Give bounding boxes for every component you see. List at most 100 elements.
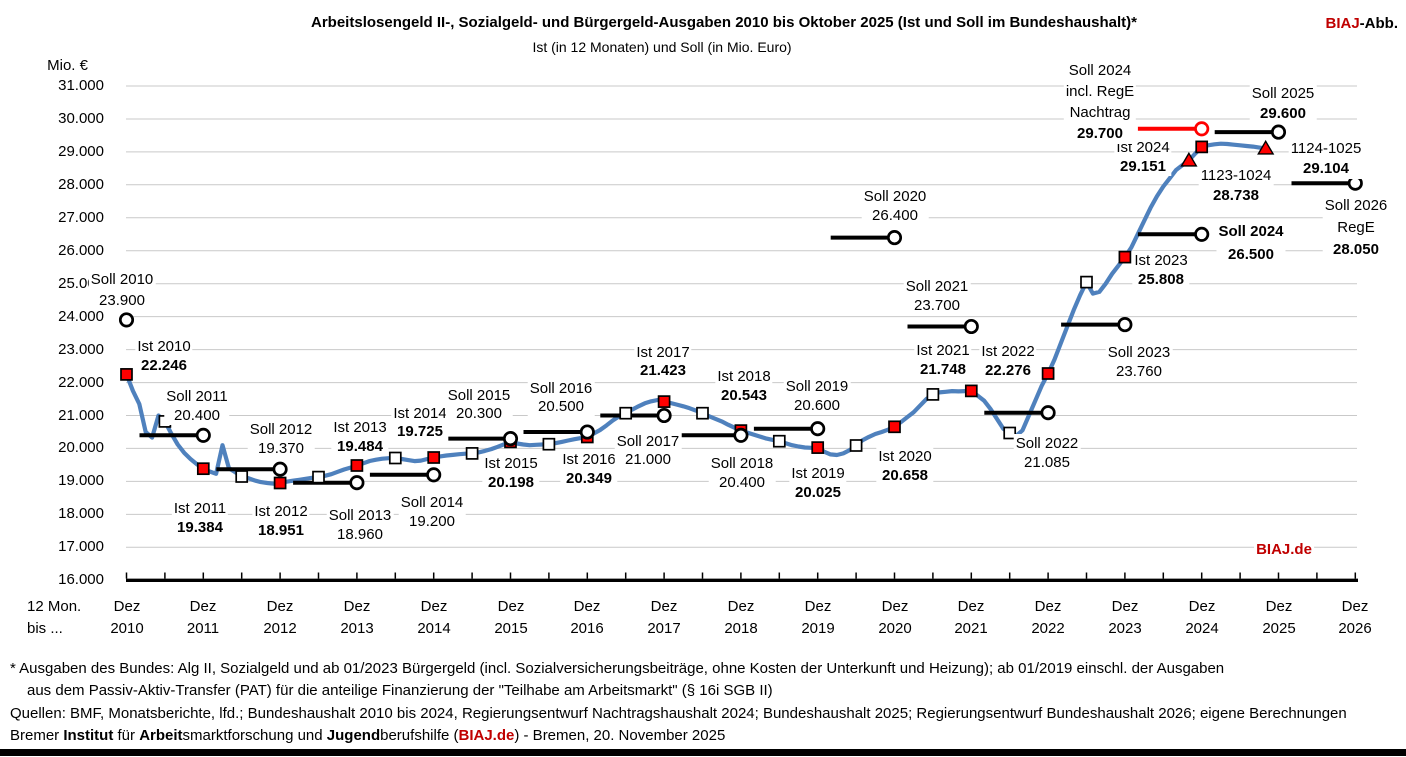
x-tick-label-2012: Dez 2012 [263,598,297,637]
chart-subtitle: Ist (in 12 Monaten) und Soll (in Mio. Eu… [532,39,792,55]
annotation-soll-2022: Soll 2022 21.085 [1013,434,1081,472]
annotation-soll-2020: Soll 2020 26.400 [861,187,929,225]
annotation-watermark-biaj: BIAJ.de [1254,540,1314,559]
annotation-ist-2019: Ist 2019 20.025 [789,464,847,502]
annotation-soll-2023: Soll 2023 23.760 [1105,343,1173,381]
annotation-ist-2013: Ist 2013 19.484 [331,418,389,456]
soll-marker-2017 [656,407,672,424]
ist-jun-marker-2018 [696,406,709,420]
annotation-period-1123-1024: 1123-1024 28.738 [1198,166,1274,206]
y-tick-label-21000: 21.000 [58,407,104,424]
brand-label: BIAJ-Abb. [1325,15,1398,32]
footnote-line4: Bremer Institut für Arbeitsmarktforschun… [10,727,726,745]
soll-marker-2023 [1117,317,1133,333]
footnote-line2: aus dem Passiv-Aktiv-Transfer (PAT) für … [27,682,773,700]
ist-jun-marker-2013 [312,470,325,484]
ist-jun-marker-2021 [926,388,940,401]
annotation-soll-2024: Soll 2024 26.500 [1216,220,1286,266]
ist-jun-marker-2019 [772,434,786,448]
ist-dez-marker-2014 [427,451,441,464]
x-tick-label-2022: Dez 2022 [1031,598,1065,637]
chart-plot-area [118,85,1363,582]
x-tick-label-2013: Dez 2013 [340,598,374,637]
annotation-soll-2016: Soll 2016 20.500 [527,380,595,416]
x-tick-label-2010: Dez 2010 [110,598,144,637]
y-tick-label-19000: 19.000 [58,472,104,489]
soll-marker-2014 [426,467,442,483]
ist-jun-marker-2014 [388,451,402,465]
x-tick-label-2021: Dez 2021 [954,598,988,637]
y-tick-label-20000: 20.000 [58,439,104,456]
soll-marker-2018 [733,427,749,443]
y-tick-label-16000: 16.000 [58,571,104,588]
annotation-soll-2024-nachtrag: Soll 2024 incl. RegE Nachtrag 29.700 [1063,60,1137,144]
soll-marker-2021 [963,318,979,335]
x-tick-label-2017: Dez 2017 [647,598,681,637]
annotation-ist-2010: Ist 2010 22.246 [135,337,193,375]
footnote-biaj-link: BIAJ.de [458,727,515,745]
soll-marker-2019 [810,421,826,437]
brand-suffix: -Abb. [1359,15,1398,32]
annotation-ist-2011: Ist 2011 19.384 [171,499,229,537]
annotation-ist-2012: Ist 2012 18.951 [252,502,310,540]
annotation-ist-2016: Ist 2016 20.349 [560,450,618,488]
ist-dez-marker-2021 [964,384,978,398]
y-tick-label-27000: 27.000 [58,209,104,226]
x-tick-label-2026: Dez 2026 [1338,598,1372,637]
annotation-period-1124-1025: 1124-1025 29.104 [1288,139,1364,179]
ist-dez-marker-2024 [1195,140,1209,154]
x-tick-label-2023: Dez 2023 [1108,598,1142,637]
annotation-soll-2019: Soll 2019 20.600 [783,377,851,415]
soll-marker-2015 [502,431,519,447]
annotation-soll-2025: Soll 2025 29.600 [1249,84,1317,124]
y-tick-label-18000: 18.000 [58,505,104,522]
ist-dez-marker-2012 [273,476,287,490]
x-tick-label-2020: Dez 2020 [878,598,912,637]
annotation-soll-2015: Soll 2015 20.300 [445,387,513,423]
annotation-ist-2023: Ist 2023 25.808 [1132,251,1190,289]
soll-marker-2024 [1194,226,1210,242]
annotation-ist-2015: Ist 2015 20.198 [482,454,540,492]
ist-dez-marker-2020 [888,420,901,434]
ist-jun-marker-2017 [619,406,633,420]
footnotes: * Ausgaben des Bundes: Alg II, Sozialgel… [10,658,1347,748]
ist-okt-marker-2024 [1180,151,1198,167]
annotation-soll-2012: Soll 2012 19.370 [247,420,315,458]
annotation-ist-2017: Ist 2017 21.423 [634,344,692,380]
y-axis-unit-label: Mio. € [47,57,88,74]
footnote-line3: Quellen: BMF, Monatsberichte, lfd.; Bund… [10,704,1347,722]
ist-jun-marker-2016 [542,437,556,451]
page-title: Arbeitslosengeld II-, Sozialgeld- und Bü… [311,14,1137,31]
ist-jun-marker-2012 [235,470,249,483]
annotation-ist-2018: Ist 2018 20.543 [715,367,773,405]
y-tick-label-23000: 23.000 [58,341,104,358]
annotation-ist-2021: Ist 2021 21.748 [914,341,972,379]
annotation-ist-2024: Ist 2024 29.151 [1114,138,1172,176]
x-axis-unit-label: 12 Mon. bis ... [27,598,82,637]
soll-marker-2024-variant [1194,121,1210,137]
x-tick-label-2024: Dez 2024 [1185,598,1219,637]
ist-jun-marker-2020 [849,439,863,452]
x-tick-label-2016: Dez 2016 [570,598,604,637]
y-tick-label-17000: 17.000 [58,538,104,555]
x-tick-label-2015: Dez 2015 [494,598,528,637]
soll-marker-2025 [1270,124,1287,140]
ist-dez-marker-2010 [120,368,133,381]
soll-marker-2011 [195,427,211,443]
ist-dez-marker-2023 [1118,250,1132,264]
ist-dez-marker-2022 [1041,367,1055,380]
annotation-soll-2013: Soll 2013 18.960 [326,506,394,544]
x-tick-label-2014: Dez 2014 [417,598,451,637]
annotation-soll-2021: Soll 2021 23.700 [903,277,971,315]
brand-biaj: BIAJ [1325,15,1360,32]
y-tick-label-24000: 24.000 [58,308,104,325]
footnote-line1: * Ausgaben des Bundes: Alg II, Sozialgel… [10,660,1225,677]
y-tick-label-28000: 28.000 [58,176,104,193]
annotation-ist-2014: Ist 2014 19.725 [391,405,449,441]
ist-dez-marker-2011 [196,462,210,476]
ist-jun-marker-2022 [1003,426,1017,440]
x-tick-label-2019: Dez 2019 [801,598,835,637]
x-tick-label-2025: Dez 2025 [1262,598,1296,637]
soll-marker-2010 [118,312,135,328]
